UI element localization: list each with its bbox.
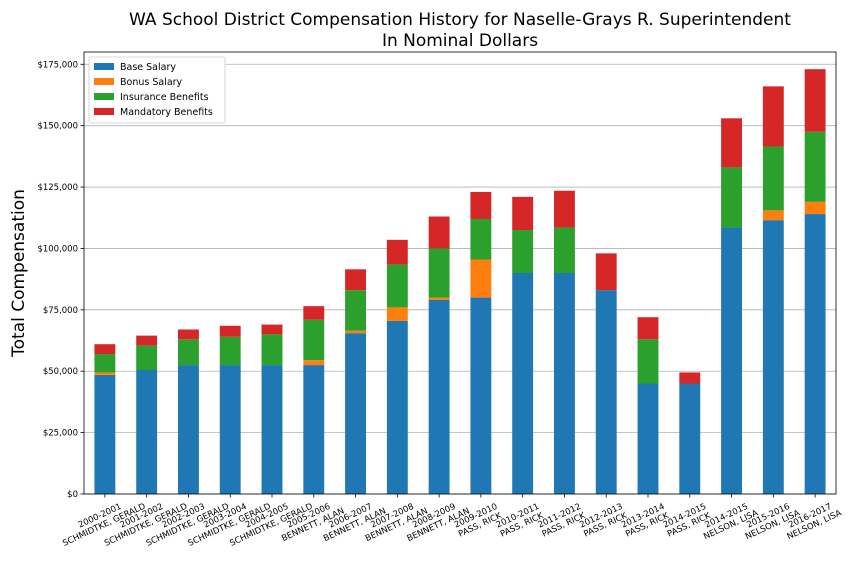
bar-insurance-benefits [136,345,158,370]
bar-base-salary [428,300,450,494]
bar-insurance-benefits [428,248,450,298]
bar-bonus-salary [804,201,826,215]
bar-base-salary [554,273,575,494]
bar-insurance-benefits [94,354,116,373]
legend-swatch [94,93,114,100]
y-tick-label: $125,000 [37,183,78,193]
bar-base-salary [679,383,701,494]
y-tick-label: $50,000 [43,367,78,377]
bar-bonus-salary [303,360,325,366]
bar-mandatory-benefits [595,253,617,291]
bar-base-salary [595,290,617,494]
bar-base-salary [178,365,199,494]
bar-bonus-salary [386,307,408,321]
bar-mandatory-benefits [554,190,575,228]
bar-base-salary [470,297,492,494]
plot-frame [83,51,837,495]
bar-base-salary [721,227,742,495]
bar-mandatory-benefits [178,329,199,340]
bar-mandatory-benefits [762,86,784,147]
legend-box [88,56,226,124]
bar-insurance-benefits [804,131,826,202]
legend: Base Salary Bonus Salary Insurance Benefit… [88,56,226,124]
bar-base-salary [303,365,325,494]
bar-insurance-benefits [721,167,742,228]
bar-bonus-salary [94,372,116,375]
bar-insurance-benefits [219,336,241,366]
y-tick-label: $150,000 [37,122,78,132]
bar-mandatory-benefits [512,196,534,231]
bar-mandatory-benefits [679,372,701,384]
bar-base-salary [94,374,116,494]
bar-insurance-benefits [512,230,534,273]
bar-mandatory-benefits [386,239,408,265]
bar-insurance-benefits [261,334,283,366]
bar-insurance-benefits [554,227,575,273]
bar-base-salary [345,333,366,494]
bar-base-salary [804,214,826,495]
y-tick-label: $25,000 [43,429,78,439]
bar-bonus-salary [470,259,492,298]
bar-bonus-salary [428,297,450,301]
bar-insurance-benefits [303,319,325,361]
bar-mandatory-benefits [303,306,325,320]
bar-insurance-benefits [637,339,659,384]
bar-insurance-benefits [470,218,492,260]
bar-mandatory-benefits [136,335,158,346]
y-tick-label: $100,000 [37,244,78,254]
bar-base-salary [512,273,534,494]
bar-base-salary [637,383,659,494]
bar-bonus-salary [762,210,784,221]
y-tick-label: $0 [67,490,78,500]
chart-subtitle: In Nominal Dollars [382,31,538,51]
bar-insurance-benefits [178,339,199,366]
y-tick-label: $175,000 [37,60,78,70]
bar-base-salary [762,220,784,494]
legend-swatch [94,108,114,115]
bar-mandatory-benefits [470,191,492,219]
bar-base-salary [136,369,158,494]
bar-mandatory-benefits [94,344,116,355]
x-axis-ticks: 2000-2001SCHMIDTKE, GERALD2001-2002SCHMI… [61,494,843,549]
bar-mandatory-benefits [637,317,659,340]
bar-mandatory-benefits [261,324,283,335]
bar-mandatory-benefits [345,269,366,291]
bar-base-salary [219,365,241,494]
bar-insurance-benefits [345,290,366,331]
chart-title: WA School District Compensation History … [129,10,791,30]
bars [94,69,826,495]
bar-mandatory-benefits [721,118,742,168]
y-tick-label: $75,000 [43,306,78,316]
bar-base-salary [261,365,283,494]
x-tick-label: 2016-2017NELSON, LISA [781,499,843,542]
legend-label: Mandatory Benefits [120,107,213,118]
bar-mandatory-benefits [804,69,826,132]
bar-insurance-benefits [386,264,408,308]
gridlines [84,63,836,495]
y-axis-label: Total Compensation [9,189,29,358]
legend-swatch [94,63,114,70]
legend-swatch [94,78,114,85]
bar-bonus-salary [345,330,366,334]
bar-mandatory-benefits [219,325,241,337]
bar-mandatory-benefits [428,216,450,249]
legend-label: Insurance Benefits [120,92,209,103]
legend-label: Base Salary [120,62,176,73]
bar-insurance-benefits [762,146,784,211]
bar-base-salary [386,320,408,494]
legend-label: Bonus Salary [120,77,183,88]
y-axis-ticks: $0 $25,000 $50,000 $75,000 $100,000 $125,000 $… [37,60,84,500]
